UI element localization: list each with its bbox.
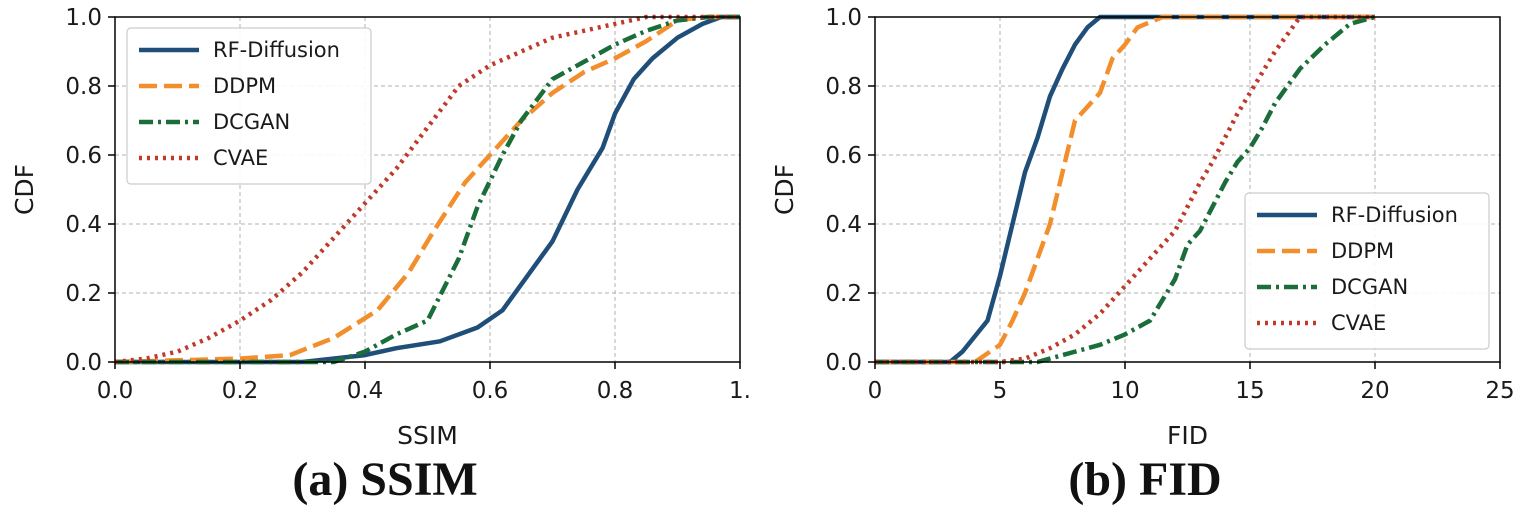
legend-box	[1244, 192, 1490, 350]
caption-fid: (b) FID	[1068, 453, 1221, 506]
y-tick-label: 0.6	[825, 143, 862, 169]
series-line-rf-diffusion	[875, 14, 1375, 365]
series-line-cvae	[115, 14, 740, 365]
y-tick-label: 0.8	[65, 74, 102, 100]
legend-label: DCGAN	[1331, 275, 1408, 299]
legend-label: DDPM	[1331, 239, 1394, 263]
y-axis-label: CDF	[10, 164, 39, 215]
series-line-cvae	[875, 14, 1375, 365]
x-tick-label: 0.0	[97, 378, 134, 404]
series-group	[115, 14, 740, 365]
y-tick-label: 1.0	[825, 5, 862, 31]
axes-frame	[114, 16, 741, 363]
x-tick-label: 0	[868, 378, 883, 404]
legend-label: RF-Diffusion	[213, 38, 340, 62]
y-tick-label: 0.4	[825, 212, 862, 238]
x-tick-label: 0.6	[472, 378, 509, 404]
series-group	[875, 14, 1376, 365]
y-tick-label: 0.6	[65, 143, 102, 169]
ssim-cdf-chart: 0.0 0.2 0.4 0.6 0.8 1. 0.0 0.2 0.4 0.6 0.8 1.0 SSIM C…	[10, 5, 751, 450]
series-line-rf-diffusion	[115, 14, 740, 365]
series-line-dcgan	[115, 14, 740, 365]
x-tick-label: 25	[1485, 378, 1514, 404]
x-tick-label: 0.4	[347, 378, 384, 404]
legend-label: CVAE	[1331, 311, 1386, 335]
series-line-ddpm	[875, 14, 1375, 365]
y-tick-label: 0.0	[825, 350, 862, 376]
x-tick-label: 10	[1110, 378, 1139, 404]
fid-cdf-chart: 0 5 10 15 20 25 0.0 0.2 0.4 0.6 0.8 1.0 FID CDF RF-Dif…	[770, 5, 1515, 450]
y-tick-label: 1.0	[65, 5, 102, 31]
axes-frame	[874, 16, 1501, 363]
x-tick-label: 20	[1360, 378, 1389, 404]
legend-label: DDPM	[213, 74, 276, 98]
series-line-ddpm	[115, 14, 740, 365]
y-axis-label: CDF	[770, 164, 799, 215]
y-tick-label: 0.2	[65, 281, 102, 307]
series-line-dcgan	[875, 14, 1376, 365]
legend-label: RF-Diffusion	[1331, 203, 1458, 227]
legend: RF-Diffusion DDPM DCGAN CVAE	[1244, 192, 1490, 350]
x-tick-label: 15	[1235, 378, 1264, 404]
legend-box	[126, 27, 372, 185]
legend-label: CVAE	[213, 146, 268, 170]
y-tick-label: 0.0	[65, 350, 102, 376]
x-tick-label: 0.2	[222, 378, 259, 404]
x-axis-label: SSIM	[397, 421, 458, 450]
legend-label: DCGAN	[213, 110, 290, 134]
y-tick-label: 0.2	[825, 281, 862, 307]
x-tick-label: 1.	[729, 378, 751, 404]
caption-ssim: (a) SSIM	[292, 453, 477, 506]
y-tick-label: 0.8	[825, 74, 862, 100]
y-tick-label: 0.4	[65, 212, 102, 238]
x-axis-label: FID	[1167, 421, 1208, 450]
legend: RF-Diffusion DDPM DCGAN CVAE	[126, 27, 372, 185]
x-tick-label: 5	[993, 378, 1008, 404]
x-tick-label: 0.8	[597, 378, 634, 404]
